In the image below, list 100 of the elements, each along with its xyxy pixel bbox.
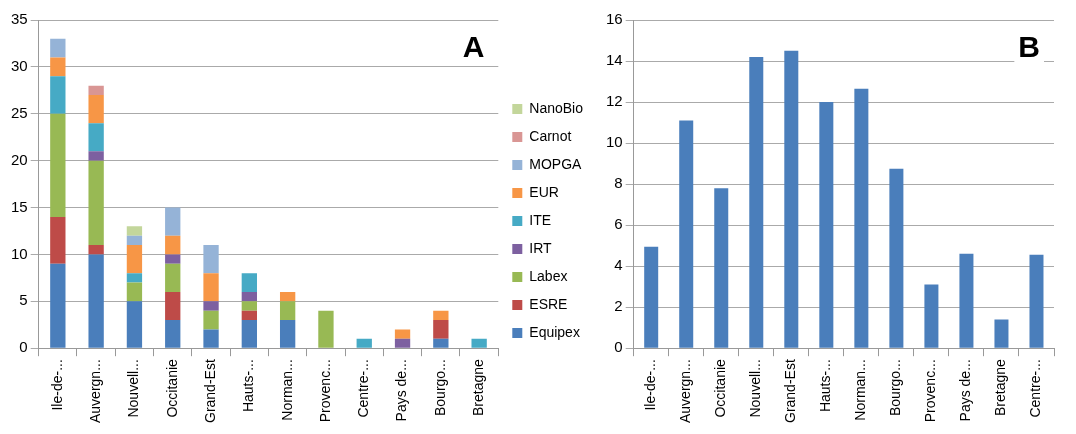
bar [356, 338, 372, 348]
bar [924, 284, 939, 348]
bar [88, 245, 104, 255]
x-tick-label: Norman... [852, 359, 869, 421]
bar [126, 235, 143, 246]
legend-label: MOPGA [529, 155, 583, 172]
y-tick-label: 5 [19, 291, 28, 309]
bar [126, 301, 143, 348]
y-tick-label: 10 [11, 244, 28, 262]
y-tick-label: 30 [11, 57, 28, 75]
bar [126, 226, 143, 236]
x-tick-label: Provenc... [316, 359, 333, 423]
x-tick-label: Ile-de-... [48, 359, 65, 411]
bar [644, 246, 659, 348]
y-tick-label: 15 [11, 197, 28, 215]
x-tick-label: Centre-... [355, 359, 372, 418]
y-tick-label: 8 [614, 174, 623, 192]
bar [165, 320, 181, 348]
x-tick-label: Bretagne [992, 358, 1009, 417]
bar [1029, 254, 1044, 348]
bar [203, 329, 219, 348]
bar [88, 123, 104, 152]
bar [50, 216, 66, 264]
bar [88, 160, 104, 246]
x-tick-label: Nouvell... [747, 359, 764, 418]
x-tick-label: Hauts-... [817, 359, 834, 413]
bar [749, 56, 764, 348]
y-tick-label: 25 [11, 103, 28, 121]
legend-label: ITE [529, 211, 552, 228]
bar [88, 85, 104, 96]
bar [819, 102, 834, 348]
legend-label: EUR [529, 183, 559, 200]
x-tick-label: Bourgo... [431, 359, 448, 417]
x-tick-label: Norman... [278, 359, 295, 421]
bar [394, 329, 411, 339]
bar [165, 254, 181, 264]
bar [203, 245, 219, 274]
y-tick-label: 12 [606, 92, 623, 110]
bar [279, 291, 296, 302]
y-tick-label: 0 [614, 338, 623, 356]
legend-label: IRT [529, 239, 553, 256]
x-tick-label: Bretagne [470, 358, 487, 417]
x-tick-label: Bourgo... [887, 359, 904, 417]
bar [679, 120, 694, 348]
bar [203, 301, 219, 311]
y-tick-label: 2 [614, 297, 623, 315]
legend-label: Carnot [529, 127, 572, 144]
legend-label: NanoBio [529, 99, 584, 116]
bar [126, 273, 143, 283]
bar [50, 113, 66, 217]
bar [959, 253, 974, 348]
y-tick-label: 14 [606, 51, 623, 69]
bar [88, 254, 104, 348]
x-tick-label: Grand-Est [782, 359, 799, 423]
x-tick-label: Pays de... [393, 359, 410, 422]
bar [241, 301, 257, 311]
bar [50, 38, 66, 58]
bar [165, 291, 181, 321]
legend-label: Equipex [529, 323, 580, 340]
bar [471, 338, 487, 348]
bar [50, 263, 66, 348]
x-tick-label: Nouvell... [125, 359, 142, 418]
annotation: B [1018, 30, 1040, 64]
y-tick-label: 0 [19, 338, 28, 356]
x-tick-label: Hauts-... [240, 359, 257, 413]
bar [433, 338, 449, 348]
annotation: A [462, 30, 485, 64]
y-tick-label: 20 [11, 150, 28, 168]
x-tick-label: Occitanie [712, 358, 729, 418]
bar [165, 235, 181, 255]
bar [126, 282, 143, 302]
bar [241, 291, 257, 302]
x-tick-label: Auvergn... [87, 359, 103, 424]
bar [279, 320, 296, 348]
bar [714, 188, 729, 348]
bar [241, 310, 257, 321]
x-tick-label: Pays de... [957, 359, 974, 422]
bar [126, 245, 143, 274]
x-tick-label: Occitanie [163, 358, 180, 418]
bar [241, 273, 257, 292]
bar [88, 95, 104, 124]
bar [88, 151, 104, 161]
bar [165, 207, 181, 236]
legend-label: ESRE [529, 295, 568, 312]
bar [241, 320, 257, 348]
bar [994, 319, 1009, 348]
bar [394, 338, 411, 348]
bar [279, 301, 296, 321]
bar [784, 50, 799, 348]
bar [318, 310, 334, 348]
y-tick-label: 10 [606, 133, 623, 151]
bar [50, 57, 66, 77]
bar [50, 76, 66, 114]
bar [889, 168, 904, 348]
bar [203, 310, 219, 330]
bar [433, 310, 449, 321]
legend-label: Labex [529, 267, 568, 284]
x-tick-label: Auvergn... [677, 359, 694, 424]
x-tick-label: Ile-de-... [642, 359, 659, 411]
bar [165, 263, 181, 292]
